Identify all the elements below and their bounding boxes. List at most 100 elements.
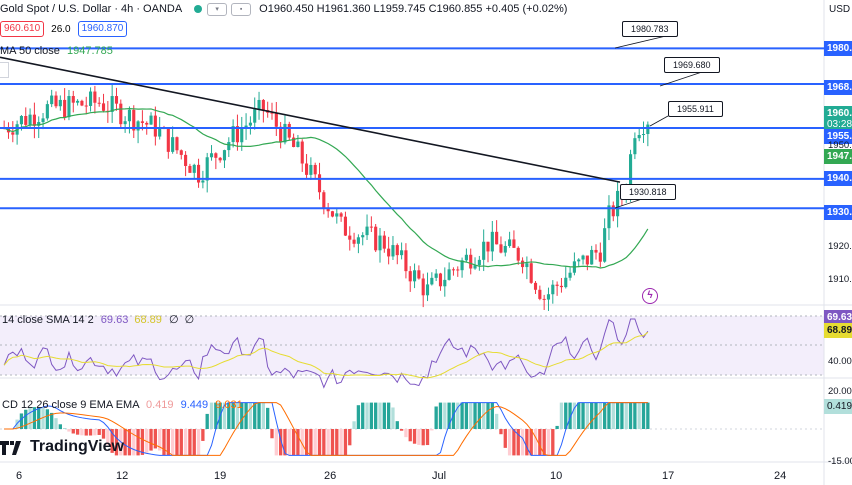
candle-body (555, 284, 559, 286)
candle-body (149, 115, 153, 125)
candle-body (261, 99, 265, 111)
macd-bar (585, 402, 590, 429)
candle-body (330, 211, 335, 217)
callout-1955[interactable]: 1955.911 (668, 101, 723, 117)
macd-bar (425, 429, 430, 446)
macd-bar (179, 429, 183, 456)
macd-bar (330, 429, 335, 456)
symbol-title[interactable]: Gold Spot / U.S. Dollar · 4h · OANDA (0, 3, 183, 15)
macd-title: CD 12 26 close 9 EMA EMA (2, 399, 139, 411)
macd-bar (464, 402, 469, 429)
market-open-dot-icon (194, 5, 203, 13)
macd-bar (37, 407, 41, 429)
callout-1980[interactable]: 1980.783 (622, 21, 678, 37)
candle-body (28, 114, 32, 125)
candle-body (97, 102, 101, 104)
macd-bar (438, 402, 443, 429)
sma-value: 1947.785 (66, 45, 113, 57)
candle-body (387, 248, 391, 257)
macd-bar (287, 429, 291, 456)
candle-body (590, 249, 594, 265)
candle-body (503, 245, 507, 253)
rsi-ma-value: 68.89 (134, 314, 162, 326)
candle-body (577, 259, 581, 262)
candle-body (486, 241, 490, 252)
macd-bar (602, 402, 607, 429)
sma-legend[interactable]: MA 50 close 1947.785 (0, 45, 113, 57)
macd-bar (162, 429, 166, 456)
candle-body (361, 235, 365, 238)
macd-bar (412, 429, 417, 444)
candle-body (646, 124, 650, 135)
tradingview-logo-icon (0, 441, 21, 455)
candle-body (443, 279, 447, 287)
macd-bar (158, 429, 162, 451)
macd-bar (624, 402, 628, 429)
macd-bar (192, 429, 196, 456)
candle-body (248, 122, 252, 126)
sell-price-button[interactable]: 960.610 (0, 21, 45, 37)
candle-body (37, 122, 41, 126)
macd-bar (546, 429, 551, 456)
macd-bar (54, 418, 58, 429)
macd-bar (309, 429, 313, 456)
candle-body (447, 269, 451, 280)
macd-bar (227, 402, 231, 429)
candle-body (140, 121, 144, 123)
candle-body (369, 226, 373, 228)
macd-bar (391, 407, 395, 429)
buy-price-button[interactable]: 1960.870 (77, 21, 128, 37)
macd-bar (97, 429, 101, 435)
macd-bar (67, 429, 71, 432)
sma50-line (3, 108, 649, 269)
macd-bar (106, 429, 110, 445)
candle-body (188, 165, 192, 173)
candle-body (616, 190, 620, 217)
macd-bar (620, 402, 624, 429)
macd-bar (196, 429, 201, 456)
eye-toggle-button[interactable]: ▾ (207, 2, 228, 16)
candle-body (559, 285, 563, 288)
candle-body (84, 105, 88, 107)
macd-legend[interactable]: CD 12 26 close 9 EMA EMA 0.419 9.449 9.0… (2, 399, 243, 411)
collapse-legend-button[interactable] (0, 62, 9, 78)
macd-bar (460, 402, 464, 429)
alert-bolt-icon[interactable]: ϟ (642, 288, 658, 304)
candle-body (611, 205, 615, 217)
macd-bar (58, 424, 62, 429)
trade-panel: 960.610 26.0 1960.870 (0, 21, 128, 37)
candles-group (2, 84, 650, 311)
callout-connector-0 (614, 35, 667, 49)
candle-body (529, 263, 533, 283)
macd-bar (343, 429, 348, 456)
candle-body (270, 112, 274, 114)
settings-toggle-button[interactable]: ▪ (231, 2, 252, 16)
macd-bar (408, 429, 412, 442)
candle-body (594, 249, 598, 253)
macd-bar (80, 429, 84, 436)
countdown-timer: 03:28 (824, 117, 852, 132)
callout-1930[interactable]: 1930.818 (620, 184, 676, 200)
rsi-value: 69.63 (100, 314, 129, 326)
candle-body (581, 255, 585, 260)
candle-body (495, 231, 499, 245)
currency-label: USD (829, 4, 851, 15)
macd-hist-value: 0.419 (146, 399, 174, 411)
macd-bar (317, 429, 322, 456)
macd-bar (581, 402, 585, 429)
macd-bar (214, 402, 218, 429)
candle-body (538, 289, 542, 299)
macd-bar (222, 402, 227, 429)
callout-1969[interactable]: 1969.680 (664, 57, 720, 73)
rsi-legend[interactable]: 14 close SMA 14 2 69.63 68.89 ∅ ∅ (2, 313, 194, 326)
macd-bar (641, 402, 646, 429)
tradingview-logo[interactable]: TradingView (0, 438, 124, 456)
macd-bar (611, 402, 615, 429)
candle-body (305, 163, 309, 175)
candle-body (551, 284, 555, 295)
rsi-tick-40: 40.00 (828, 356, 852, 367)
candle-body (464, 254, 468, 261)
candle-body (641, 134, 646, 136)
